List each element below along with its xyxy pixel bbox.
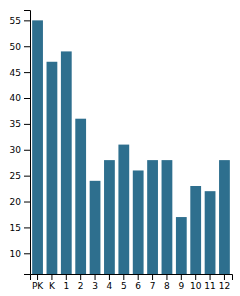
tick: 11 (204, 274, 215, 291)
bar (61, 51, 72, 274)
tick-label: 40 (10, 93, 22, 103)
tick-mark (24, 150, 30, 151)
bar (118, 145, 129, 274)
tick-label: 6 (135, 281, 141, 291)
bar (219, 160, 230, 274)
tick-mark (37, 274, 38, 280)
tick-label: 10 (190, 281, 202, 291)
tick: 6 (135, 274, 141, 291)
axis-line (24, 11, 31, 275)
tick-label: 45 (10, 67, 21, 77)
tick-label: 1 (63, 281, 69, 291)
tick-mark (181, 274, 182, 280)
tick-mark (138, 274, 139, 280)
tick: 1 (63, 274, 69, 291)
bar (75, 119, 86, 274)
x-axis: PKK123456789101112 (31, 274, 233, 291)
tick-label: 35 (10, 119, 21, 129)
tick-label: 5 (121, 281, 127, 291)
tick-label: 4 (107, 281, 113, 291)
y-axis: 10 15 20 25 30 35 40 45 50 55 (10, 11, 31, 275)
tick: 45 (10, 67, 30, 77)
tick: 20 (10, 197, 30, 207)
tick: 7 (150, 274, 156, 291)
tick: 10 (190, 274, 202, 291)
bar (190, 186, 201, 274)
tick-mark (123, 274, 124, 280)
tick: 35 (10, 119, 30, 129)
bar (176, 217, 187, 274)
tick-mark (95, 274, 96, 280)
bar (147, 160, 158, 274)
tick-label: K (49, 281, 56, 291)
tick: 5 (121, 274, 127, 291)
tick-label: 15 (10, 223, 21, 233)
tick: 25 (10, 171, 30, 181)
tick-mark (152, 274, 153, 280)
tick-label: 7 (150, 281, 156, 291)
tick-mark (24, 46, 30, 47)
bar (90, 181, 101, 274)
tick-mark (109, 274, 110, 280)
tick-mark (224, 274, 225, 280)
tick: 15 (10, 223, 30, 233)
tick: 50 (10, 42, 30, 52)
chart: PKK12345678910111210152025303540455055 (0, 0, 240, 296)
tick-mark (195, 274, 196, 280)
tick-label: 30 (10, 145, 22, 155)
tick: 30 (10, 145, 30, 155)
tick-mark (24, 124, 30, 125)
tick-mark (24, 176, 30, 177)
tick-mark (51, 274, 52, 280)
bar (104, 160, 115, 274)
tick-label: 9 (178, 281, 184, 291)
axis-line (31, 275, 233, 281)
tick: 12 (219, 274, 230, 291)
bar (47, 62, 58, 274)
tick-label: 25 (10, 171, 21, 181)
tick-label: 12 (219, 281, 230, 291)
tick-label: 11 (204, 281, 215, 291)
plot-area: PKK12345678910111210152025303540455055 (10, 11, 233, 296)
tick-label: 8 (164, 281, 170, 291)
tick: 3 (92, 274, 98, 291)
tick: PK (32, 274, 44, 291)
tick-mark (24, 253, 30, 254)
bar (162, 160, 173, 274)
bars (32, 20, 230, 274)
tick-label: 3 (92, 281, 98, 291)
tick-mark (24, 72, 30, 73)
tick-label: 10 (10, 249, 22, 259)
tick-label: 2 (78, 281, 84, 291)
tick: 55 (10, 16, 30, 26)
tick: 4 (107, 274, 113, 291)
tick: 8 (164, 274, 170, 291)
tick-label: PK (32, 281, 44, 291)
tick: 40 (10, 93, 30, 103)
tick-mark (24, 202, 30, 203)
tick-mark (210, 274, 211, 280)
tick: K (49, 274, 56, 291)
tick-mark (66, 274, 67, 280)
tick-label: 55 (10, 16, 21, 26)
bar (133, 170, 144, 274)
tick-mark (24, 20, 30, 21)
tick: 9 (178, 274, 184, 291)
tick: 10 (10, 249, 30, 259)
tick-mark (166, 274, 167, 280)
tick-label: 20 (10, 197, 22, 207)
tick-label: 50 (10, 42, 22, 52)
bar (32, 20, 43, 274)
tick: 2 (78, 274, 84, 291)
bar (205, 191, 216, 274)
tick-mark (24, 98, 30, 99)
tick-mark (24, 227, 30, 228)
tick-mark (80, 274, 81, 280)
